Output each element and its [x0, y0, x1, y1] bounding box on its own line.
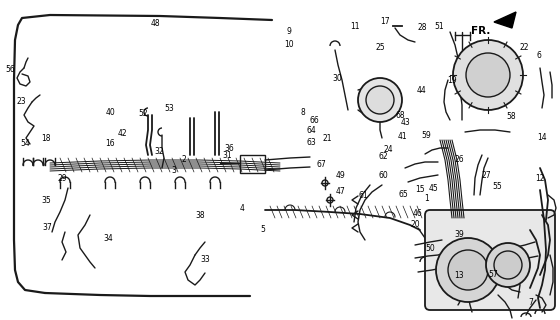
Circle shape [486, 243, 530, 287]
Text: 27: 27 [481, 171, 491, 180]
Text: 30: 30 [332, 74, 342, 83]
Text: 22: 22 [520, 43, 529, 52]
Text: 18: 18 [41, 134, 50, 143]
Text: 7: 7 [528, 298, 533, 307]
Text: 64: 64 [306, 126, 316, 135]
Text: 10: 10 [284, 40, 294, 49]
Text: 9: 9 [287, 27, 291, 36]
Text: 38: 38 [195, 211, 206, 220]
Text: 47: 47 [335, 187, 346, 196]
Text: 21: 21 [323, 134, 332, 143]
Text: 8: 8 [300, 108, 305, 117]
Text: 55: 55 [492, 182, 502, 191]
Text: 32: 32 [154, 147, 164, 156]
Text: 37: 37 [43, 223, 53, 232]
Text: 45: 45 [429, 184, 439, 193]
Text: 12: 12 [536, 174, 545, 183]
Text: 31: 31 [222, 151, 232, 160]
Text: 52: 52 [138, 109, 148, 118]
Text: 49: 49 [335, 171, 346, 180]
Text: 6: 6 [537, 51, 542, 60]
Text: 19: 19 [447, 76, 458, 85]
Text: 35: 35 [41, 196, 51, 205]
Circle shape [453, 40, 523, 110]
Text: 54: 54 [20, 139, 30, 148]
Text: 65: 65 [398, 190, 408, 199]
Text: 2: 2 [181, 155, 186, 164]
Text: 11: 11 [351, 22, 360, 31]
Text: 44: 44 [416, 86, 426, 95]
Text: 34: 34 [104, 234, 114, 243]
Circle shape [466, 53, 510, 97]
Text: 17: 17 [380, 17, 390, 26]
Text: 23: 23 [16, 97, 26, 106]
FancyBboxPatch shape [425, 210, 555, 310]
Polygon shape [494, 12, 516, 28]
Text: 48: 48 [151, 19, 161, 28]
Text: 40: 40 [106, 108, 116, 117]
Text: 43: 43 [401, 118, 411, 127]
Text: 25: 25 [376, 43, 386, 52]
Circle shape [358, 78, 402, 122]
Text: 66: 66 [310, 116, 320, 124]
Text: 16: 16 [105, 139, 115, 148]
Text: 61: 61 [358, 191, 368, 200]
Text: 68: 68 [395, 111, 405, 120]
Text: 33: 33 [200, 255, 210, 264]
Text: 50: 50 [425, 244, 435, 253]
Text: FR.: FR. [470, 26, 490, 36]
Text: 41: 41 [397, 132, 407, 141]
Text: 39: 39 [454, 230, 464, 239]
Circle shape [494, 251, 522, 279]
Circle shape [366, 86, 394, 114]
Text: 51: 51 [435, 22, 445, 31]
Text: 57: 57 [488, 270, 498, 279]
Text: 56: 56 [5, 65, 15, 74]
Text: 15: 15 [415, 185, 425, 194]
Text: 58: 58 [506, 112, 516, 121]
Text: 20: 20 [410, 220, 421, 229]
Text: 63: 63 [306, 138, 316, 147]
Circle shape [436, 238, 500, 302]
Text: 5: 5 [261, 225, 265, 234]
Text: 67: 67 [316, 160, 326, 169]
Text: 28: 28 [418, 23, 427, 32]
Text: 13: 13 [454, 271, 464, 280]
Text: 26: 26 [454, 155, 464, 164]
Circle shape [448, 250, 488, 290]
Text: 1: 1 [424, 194, 429, 203]
Text: 59: 59 [422, 131, 432, 140]
Text: 42: 42 [117, 129, 127, 138]
Text: 46: 46 [412, 209, 422, 218]
Text: 3: 3 [171, 166, 176, 175]
Text: 24: 24 [384, 145, 394, 154]
Bar [240, 155, 265, 173]
Text: 62: 62 [378, 152, 388, 161]
Text: 53: 53 [164, 104, 174, 113]
Text: 60: 60 [378, 171, 388, 180]
Text: 4: 4 [240, 204, 244, 213]
Text: 29: 29 [58, 174, 68, 183]
Text: 36: 36 [225, 144, 235, 153]
Text: 14: 14 [537, 133, 547, 142]
